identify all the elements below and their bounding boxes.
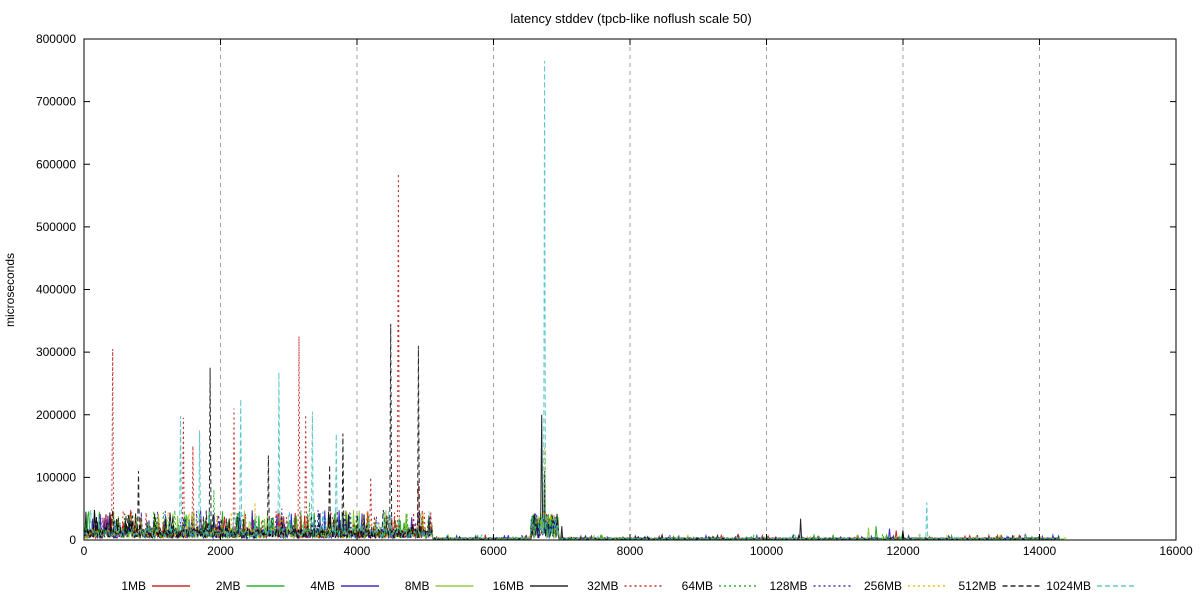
series-line-512MB [83,323,433,540]
y-tick-label: 0 [69,533,76,547]
series-line-64MB [83,489,1061,541]
y-tick-label: 100000 [36,470,76,484]
legend-label: 2MB [216,579,241,593]
series-line-1024MB [83,60,1061,541]
y-tick-label: 700000 [36,95,76,109]
axis-ticks: 0 2000 4000 6000 8000 10000 12000 14000 16000 0 10… [36,32,1193,558]
x-tick-label: 0 [81,544,88,558]
series-lines [83,60,1067,541]
series-line-256MB [83,446,1060,541]
legend-label: 1MB [121,579,146,593]
x-tick-label: 16000 [1159,544,1193,558]
chart-title: latency stddev (tpcb-like noflush scale … [510,11,751,26]
y-tick-label: 300000 [36,345,76,359]
x-tick-label: 8000 [617,544,644,558]
legend-label: 1024MB [1046,579,1091,593]
legend-label: 64MB [682,579,713,593]
x-tick-label: 6000 [480,544,507,558]
x-tick-label: 10000 [750,544,784,558]
x-tick-label: 12000 [886,544,920,558]
series-line-32MB [83,173,433,540]
legend-label: 512MB [958,579,996,593]
legend-label: 128MB [769,579,807,593]
y-tick-label: 500000 [36,220,76,234]
y-axis-label: microseconds [3,253,17,327]
x-tick-label: 2000 [207,544,234,558]
series-line-16MB [83,414,1060,541]
legend-label: 8MB [405,579,430,593]
legend-label: 4MB [310,579,335,593]
y-tick-label: 600000 [36,157,76,171]
y-tick-label: 800000 [36,32,76,46]
legend: 1MB 2MB 4MB 8MB 16MB 32MB 64MB 128MB 256MB 512MB 1… [121,579,1135,593]
legend-label: 256MB [864,579,902,593]
legend-label: 16MB [493,579,524,593]
legend-label: 32MB [587,579,618,593]
x-tick-label: 14000 [1023,544,1057,558]
x-tick-label: 4000 [344,544,371,558]
y-tick-label: 200000 [36,408,76,422]
grid-lines [220,39,1040,540]
y-tick-label: 400000 [36,283,76,297]
